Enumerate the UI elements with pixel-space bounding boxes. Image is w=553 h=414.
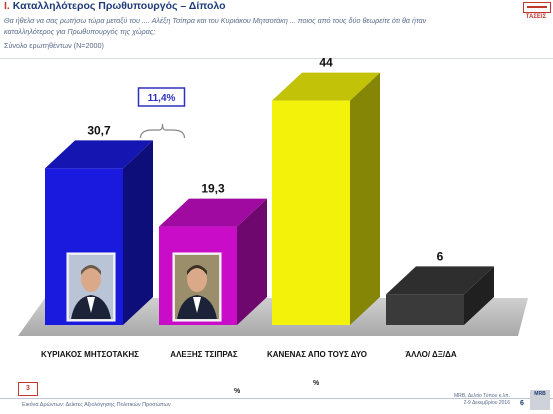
- bar-front: [386, 294, 464, 325]
- category-label: ΚΑΝΕΝΑΣ ΑΠΟ ΤΟΥΣ ΔΥΟ: [267, 350, 367, 359]
- logo-icon: [523, 2, 551, 13]
- bar-value-label: 19,3: [201, 182, 225, 196]
- percent-label-left: %: [234, 388, 241, 395]
- bar-value-label: 44: [319, 56, 333, 70]
- bar-front: [272, 100, 350, 325]
- difference-label: 11,4%: [148, 93, 176, 104]
- percent-label-right: %: [313, 380, 320, 387]
- title-text: Καταλληλότερος Πρωθυπουργός – Δίπολο: [12, 0, 226, 12]
- bar-top: [159, 198, 267, 227]
- footer-source: Εικόνα Δρώντων: Δείκτες Αξιολόγησης Πολι…: [22, 402, 171, 408]
- brand-logo: ΤΑΣΕΙΣ: [523, 2, 551, 20]
- bar-side: [464, 266, 494, 325]
- question-text: Θα ήθελα να σας ρωτήσω τώρα μεταξύ του .…: [4, 16, 427, 36]
- footer-meta: MRB, Δελτίο Τύπου κ.λπ. 2-9 Δεκεμβρίου 2…: [430, 393, 510, 407]
- footer-meta-line1: MRB, Δελτίο Τύπου κ.λπ.: [454, 393, 510, 399]
- title-number: Ι.: [4, 0, 10, 12]
- page-title: Ι. Καταλληλότερος Πρωθυπουργός – Δίπολο: [4, 0, 226, 12]
- bar-top: [272, 72, 380, 101]
- category-label: ΚΥΡΙΑΚΟΣ ΜΗΤΣΟΤΑΚΗΣ: [41, 350, 139, 359]
- header-divider: [0, 58, 553, 59]
- section-badge: 3: [18, 382, 38, 396]
- footer-meta-line2: 2-9 Δεκεμβρίου 2016: [463, 400, 510, 406]
- category-label: ΆΛΛΟ/ ΔΞ/ΔΑ: [405, 350, 456, 359]
- bar-3: [272, 72, 380, 325]
- bar-side: [237, 198, 267, 325]
- bar-4: [386, 266, 494, 325]
- bar-value-label: 30,7: [87, 123, 111, 137]
- page-number: 6: [520, 400, 524, 407]
- bar-top: [386, 266, 494, 295]
- mrb-logo: MRB: [530, 390, 550, 410]
- difference-brace: [139, 123, 186, 139]
- candidate-portrait-icon: [172, 252, 222, 322]
- footer-divider: [0, 398, 553, 399]
- candidate-portrait-icon: [66, 252, 116, 322]
- bar-side: [123, 140, 153, 325]
- bar-top: [45, 140, 153, 169]
- difference-box: [137, 87, 186, 107]
- logo-text: ΤΑΣΕΙΣ: [525, 14, 547, 20]
- bar-side: [350, 72, 380, 325]
- sample-text: Σύνολο ερωτηθέντων (N=2000): [4, 41, 104, 50]
- category-label: ΑΛΕΞΗΣ ΤΣΙΠΡΑΣ: [170, 350, 238, 359]
- bar-value-label: 6: [437, 249, 444, 263]
